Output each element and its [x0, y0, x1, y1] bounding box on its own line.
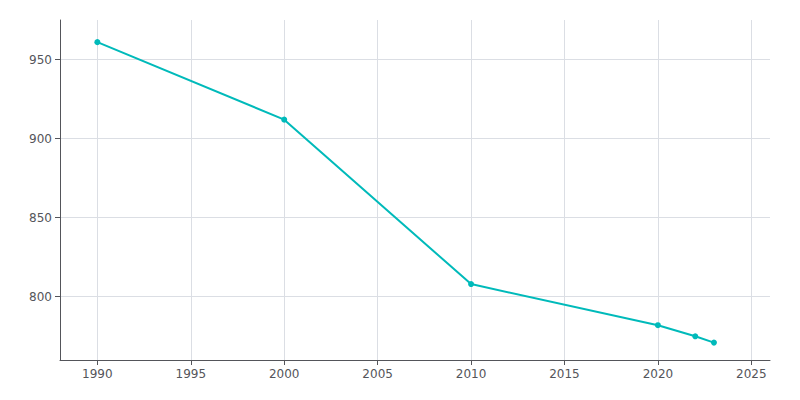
svg-text:950: 950	[29, 53, 52, 67]
svg-text:2015: 2015	[549, 367, 580, 381]
svg-text:2020: 2020	[643, 367, 674, 381]
svg-text:2010: 2010	[456, 367, 487, 381]
svg-text:1990: 1990	[82, 367, 113, 381]
svg-text:900: 900	[29, 132, 52, 146]
svg-text:850: 850	[29, 211, 52, 225]
svg-text:1995: 1995	[176, 367, 207, 381]
svg-text:2025: 2025	[736, 367, 767, 381]
svg-text:800: 800	[29, 290, 52, 304]
svg-text:2005: 2005	[362, 367, 393, 381]
svg-text:2000: 2000	[269, 367, 300, 381]
